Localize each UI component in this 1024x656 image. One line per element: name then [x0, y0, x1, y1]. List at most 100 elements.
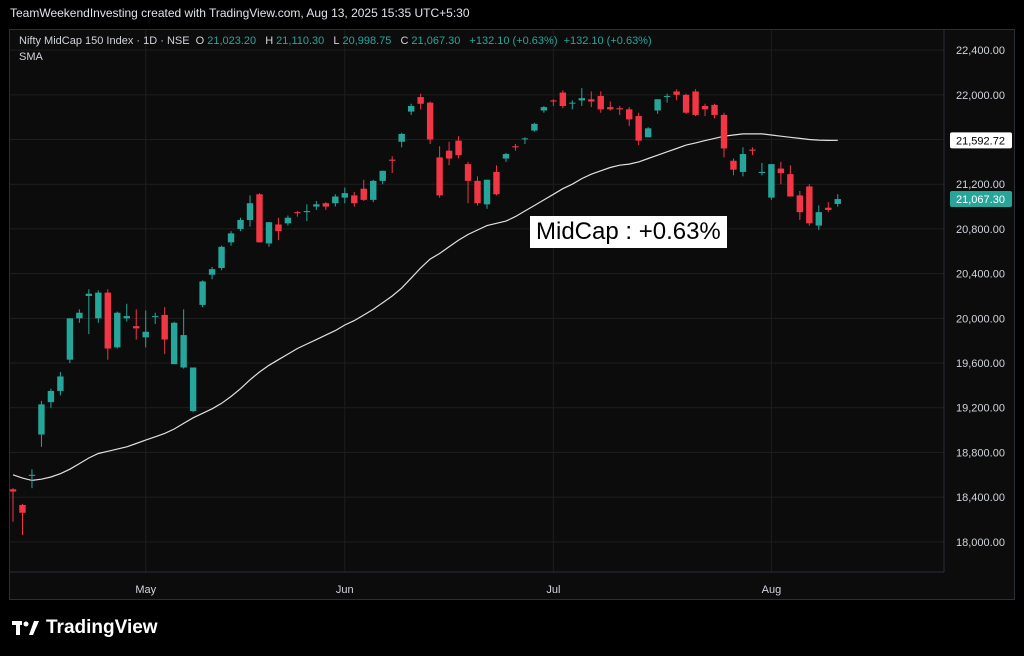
candle [76, 309, 83, 323]
candle [825, 202, 832, 213]
candle [407, 103, 415, 115]
brand: TradingView [12, 617, 158, 639]
candle-body [189, 367, 197, 412]
price-label-bg [950, 132, 1012, 149]
legend-open-value: 21,023.20 [207, 35, 257, 47]
candle-body [303, 211, 311, 213]
candle-body [474, 180, 481, 204]
price-tick-label: 22,000.00 [956, 90, 1005, 102]
candle [739, 147, 747, 177]
chart-frame[interactable] [9, 29, 1015, 600]
candle-body [730, 160, 737, 170]
tradingview-logo-icon [12, 621, 39, 635]
candle [730, 158, 737, 176]
candle-body [322, 203, 330, 207]
candle-body [673, 91, 680, 95]
candle [275, 217, 282, 241]
price-axis: 18,000.00 18,400.00 18,800.00 19,200.00 19,6… [10, 30, 1012, 573]
candle [398, 132, 405, 148]
candle-body [787, 174, 794, 197]
legend-close-label: C [400, 35, 409, 47]
candle [626, 107, 633, 127]
price-tick-label: 20,800.00 [956, 224, 1005, 236]
candle [436, 146, 443, 198]
candle [559, 90, 567, 109]
candle [9, 488, 17, 522]
candle [256, 193, 263, 243]
candle [550, 99, 557, 106]
price-label-text: 21,592.72 [956, 135, 1005, 147]
candle-body [398, 133, 405, 142]
candle-body [199, 281, 206, 305]
candle [322, 202, 330, 210]
candle-body [294, 212, 301, 214]
candle [104, 289, 111, 360]
candle-body [777, 168, 785, 174]
candle-body [284, 217, 292, 224]
candle [834, 194, 841, 207]
candle-body [9, 489, 17, 492]
candle-body [38, 404, 45, 435]
price-tick-label: 18,000.00 [956, 537, 1005, 549]
candle [180, 309, 187, 369]
legend-indicator[interactable]: SMA [19, 51, 43, 63]
price-tick-label: 19,600.00 [956, 358, 1005, 370]
candle-body [749, 149, 756, 151]
candle-body [389, 159, 396, 161]
time-tick-label: Jun [336, 584, 354, 596]
candle [161, 307, 168, 355]
candle [512, 143, 519, 151]
candle-body [445, 150, 453, 159]
time-tick-label: Aug [762, 584, 782, 596]
legend-open: O 21,023.20 [196, 35, 260, 47]
candle-body [265, 222, 273, 244]
candle [540, 105, 548, 113]
candle [616, 105, 623, 115]
candle [768, 164, 775, 200]
price-label-bg [950, 191, 1012, 208]
candle [95, 290, 102, 323]
candle [246, 195, 254, 227]
candle-body [464, 164, 472, 181]
candle-body [569, 102, 576, 104]
candle [749, 147, 756, 156]
candle [123, 303, 130, 322]
candle-body [559, 92, 567, 106]
candle [502, 152, 510, 162]
candle-body [455, 140, 462, 156]
candle-body [152, 316, 159, 318]
legend-change-2: +132.10 (+0.63%) [563, 35, 652, 47]
candle-body [768, 164, 775, 198]
legend-high-label: H [265, 35, 274, 47]
candle-body [256, 194, 263, 243]
price-tick-label: 18,400.00 [956, 492, 1005, 504]
candle-body [701, 105, 709, 110]
candle-body [161, 314, 168, 340]
legend-change: +132.10 (+0.63%) [469, 35, 558, 47]
candle [189, 367, 197, 413]
candle-body [104, 292, 111, 349]
candle-body [407, 105, 415, 112]
candle [313, 200, 320, 210]
chart-caption: TeamWeekendInvesting created with Tradin… [10, 6, 470, 20]
candle [142, 310, 149, 348]
candle-body [616, 108, 623, 110]
candle [644, 127, 652, 138]
sma-layer [12, 133, 838, 482]
candle [85, 289, 93, 334]
grid [10, 30, 944, 572]
candle [19, 503, 26, 536]
candlestick-chart[interactable]: 18,000.00 18,400.00 18,800.00 19,200.00 19,6… [0, 0, 1024, 600]
candle-body [663, 95, 671, 97]
candle-body [313, 204, 320, 207]
candle-body [806, 186, 813, 224]
candle-body [834, 199, 841, 204]
candle-body [275, 224, 282, 232]
candle-body [426, 102, 434, 140]
candle [663, 93, 671, 103]
candle-body [246, 203, 254, 220]
candle [635, 112, 642, 146]
candle-body [758, 171, 766, 174]
legend-low-label: L [333, 35, 340, 47]
candle-body [739, 154, 747, 172]
